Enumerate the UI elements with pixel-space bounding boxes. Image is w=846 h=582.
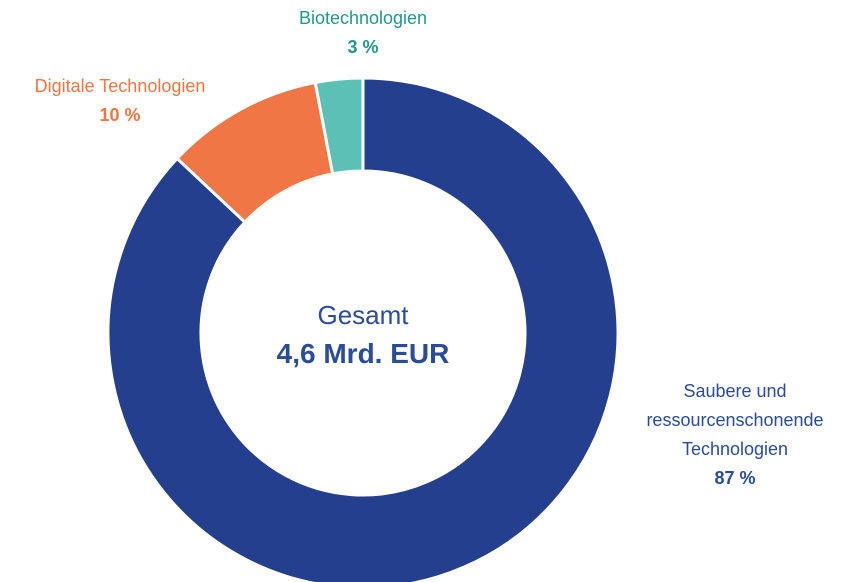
- value-label: 87 %: [714, 468, 756, 488]
- center-label: Gesamt: [317, 300, 409, 330]
- category-label: Biotechnologien: [298, 8, 428, 28]
- donut-segment: [106, 76, 620, 582]
- category-label: Saubere und ressourcenschonende Technolo…: [646, 381, 824, 459]
- donut-segment: [313, 76, 365, 176]
- center-value: 4,6 Mrd. EUR: [276, 338, 450, 369]
- value-label: 10 %: [99, 105, 141, 125]
- category-label: Digitale Technologien: [34, 76, 206, 96]
- segment-label: Digitale Technologien 10 %: [0, 72, 250, 130]
- value-label: 3 %: [347, 37, 379, 57]
- segment-label: Saubere und ressourcenschonende Technolo…: [635, 377, 835, 493]
- segment-label: Biotechnologien 3 %: [253, 4, 473, 62]
